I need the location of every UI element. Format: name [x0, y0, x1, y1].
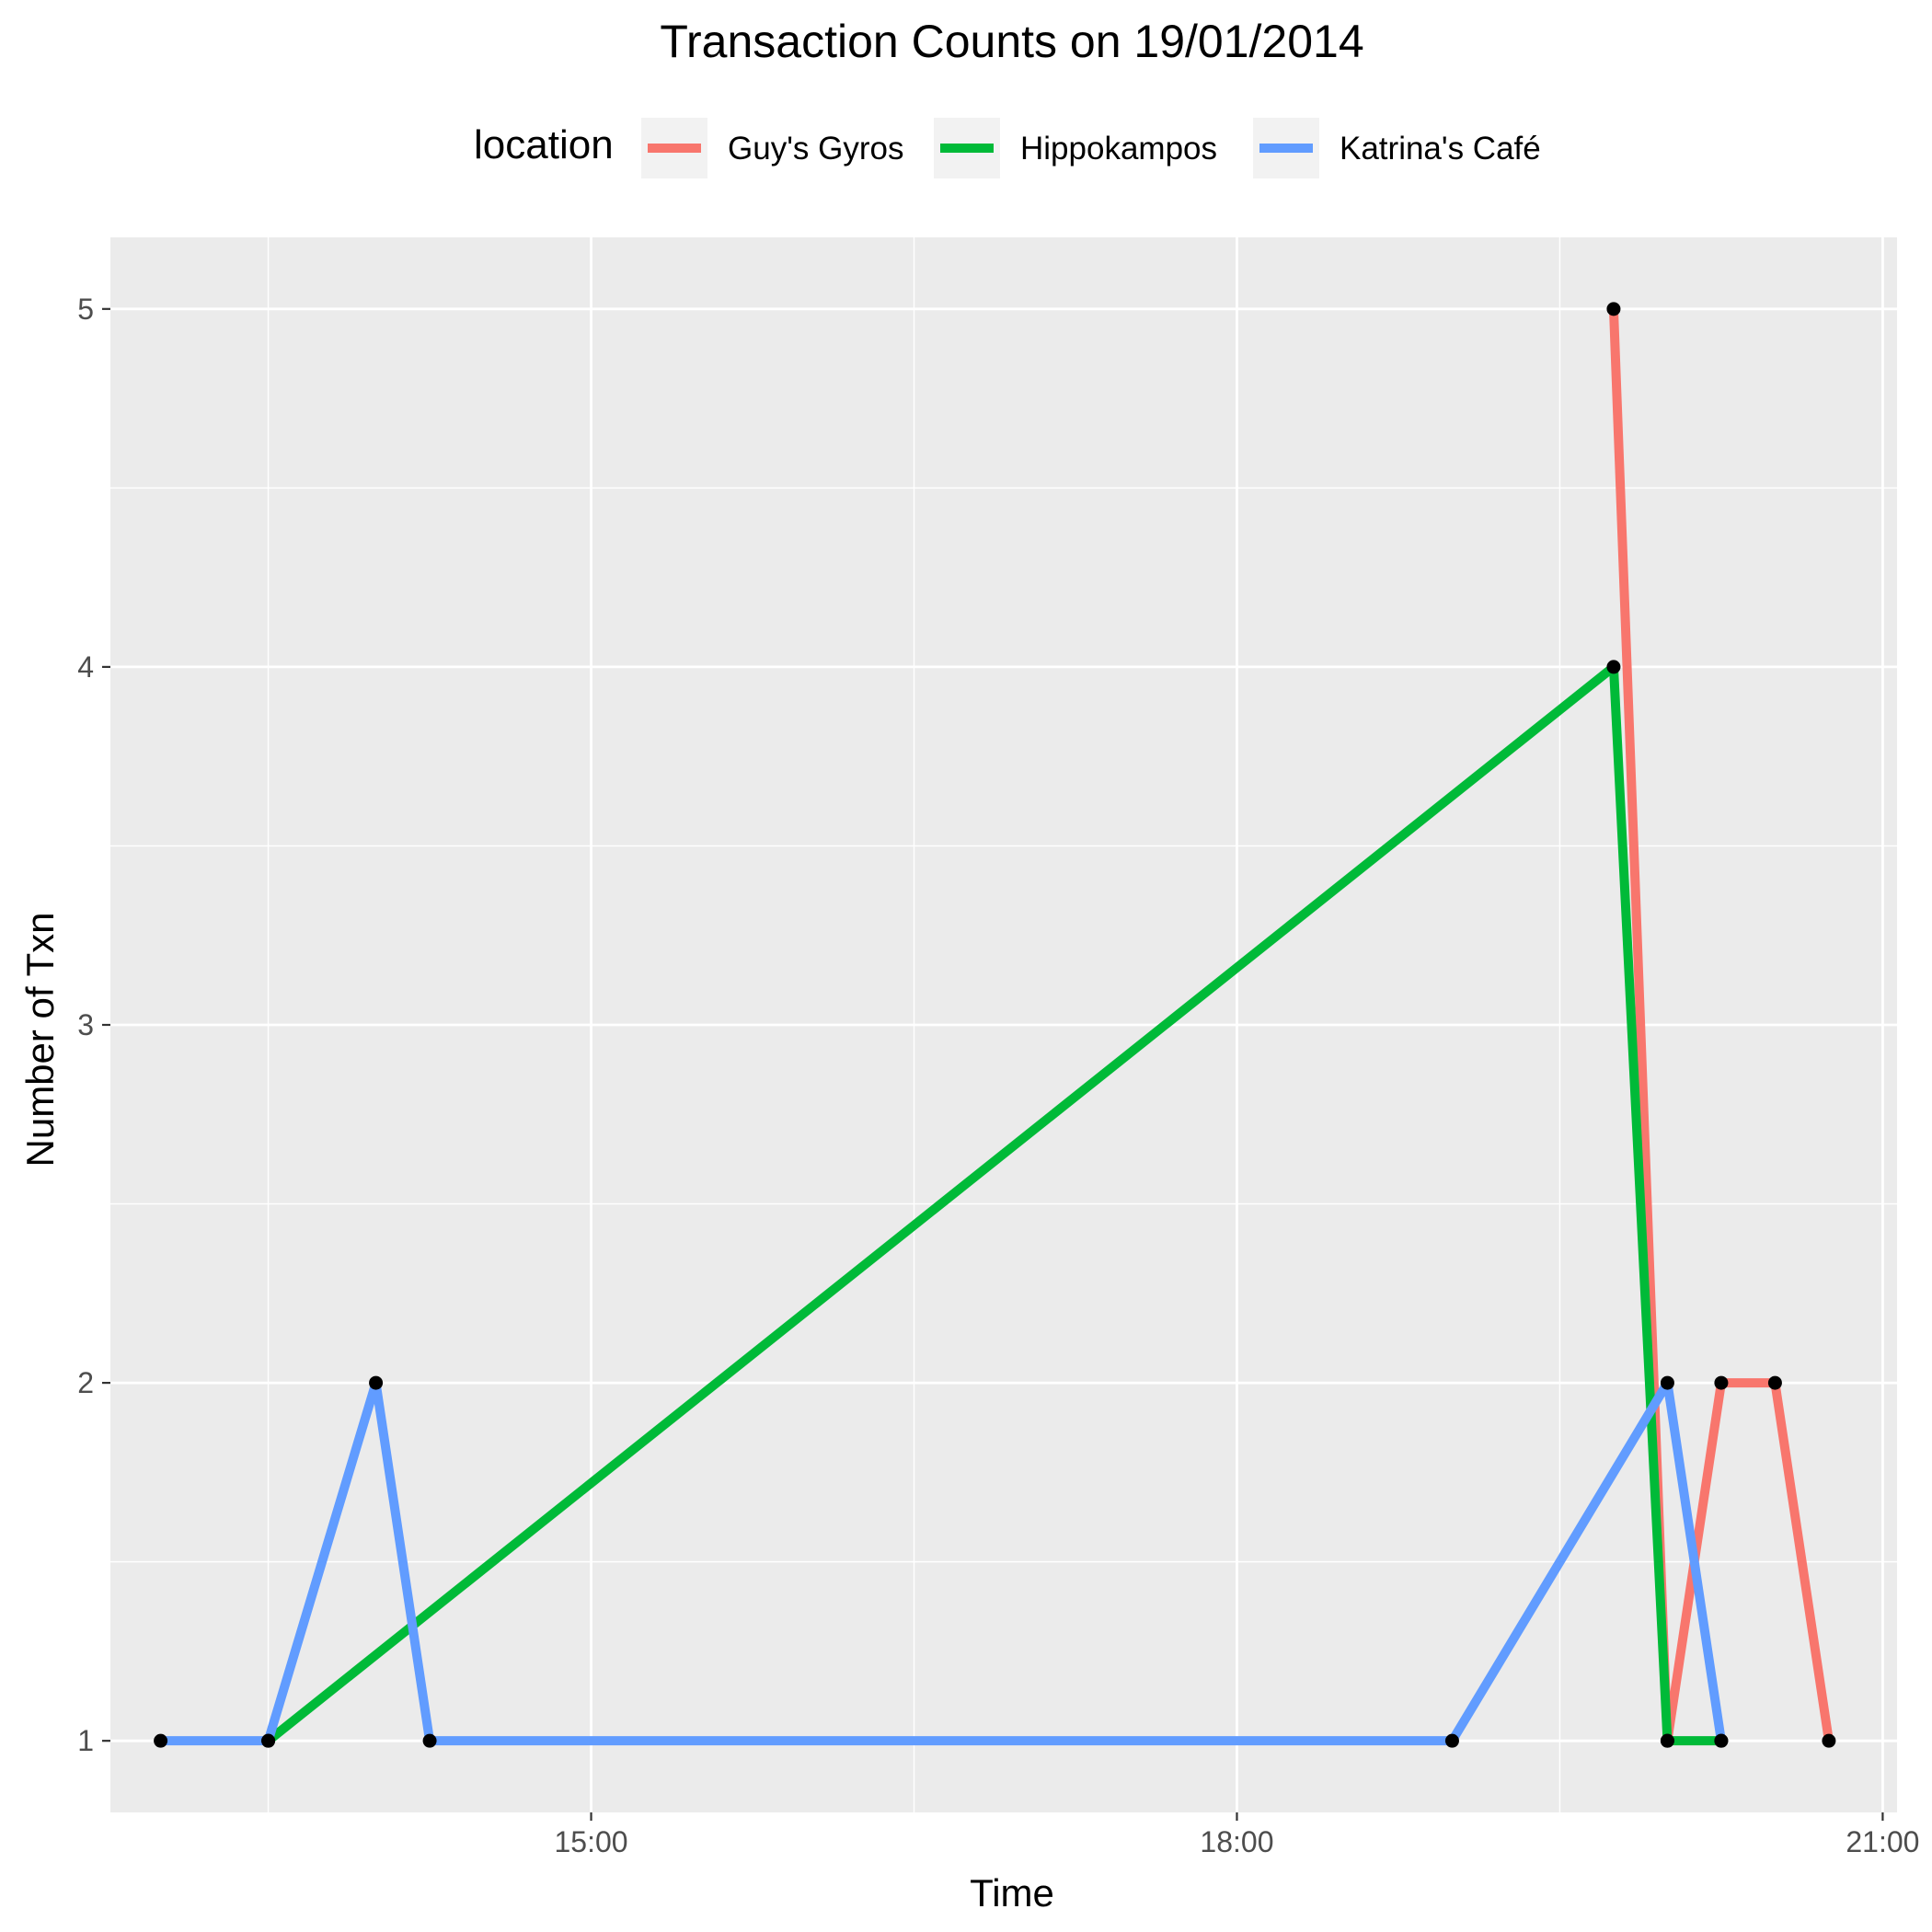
data-point-katrina-s-cafe	[154, 1733, 168, 1748]
series-line-hippokampos	[265, 661, 1721, 1746]
data-point-guy-s-gyros	[1714, 1375, 1729, 1390]
data-point-guy-s-gyros	[1767, 1375, 1782, 1390]
data-point-katrina-s-cafe	[1714, 1733, 1729, 1748]
y-tick-label: 3	[77, 1008, 94, 1041]
legend-label: Hippokampos	[1020, 131, 1217, 167]
y-tick-label: 2	[77, 1366, 94, 1399]
data-point-katrina-s-cafe	[422, 1733, 437, 1748]
legend-label: Guy's Gyros	[728, 131, 903, 167]
data-point-katrina-s-cafe	[1660, 1375, 1674, 1390]
legend-item-hippokampos: Hippokampos	[934, 118, 1217, 178]
x-tick-label: 18:00	[1200, 1825, 1273, 1858]
major-gridlines	[110, 237, 1897, 1812]
legend-label: Katrina's Café	[1340, 131, 1541, 167]
data-point-katrina-s-cafe	[369, 1375, 384, 1390]
y-axis: 1 2 3 4 5	[77, 293, 110, 1757]
y-tick-label: 4	[77, 650, 94, 684]
legend-item-guy-s-gyros: Guy's Gyros	[641, 118, 903, 178]
x-tick-label: 21:00	[1846, 1825, 1919, 1858]
data-point-hippokampos	[1606, 660, 1621, 674]
y-tick-label: 5	[77, 293, 94, 326]
x-tick-label: 15:00	[555, 1825, 628, 1858]
data-point-hippokampos	[1660, 1733, 1674, 1748]
data-point-katrina-s-cafe	[261, 1733, 276, 1748]
y-axis-title: Number of Txn	[18, 913, 62, 1167]
data-point-guy-s-gyros	[1822, 1733, 1836, 1748]
x-axis: 15:00 18:00 21:00	[555, 1812, 1919, 1858]
y-tick-label: 1	[77, 1724, 94, 1757]
chart-title: Transaction Counts on 19/01/2014	[660, 16, 1363, 67]
data-point-guy-s-gyros	[1606, 302, 1621, 316]
data-points	[154, 302, 1836, 1748]
legend-title: location	[474, 122, 614, 167]
data-point-katrina-s-cafe	[1444, 1733, 1459, 1748]
legend: location Guy's Gyros Hippokampos Katrina's…	[474, 118, 1541, 178]
x-axis-title: Time	[970, 1871, 1054, 1915]
legend-item-katrina-s-cafe: Katrina's Café	[1253, 118, 1541, 178]
